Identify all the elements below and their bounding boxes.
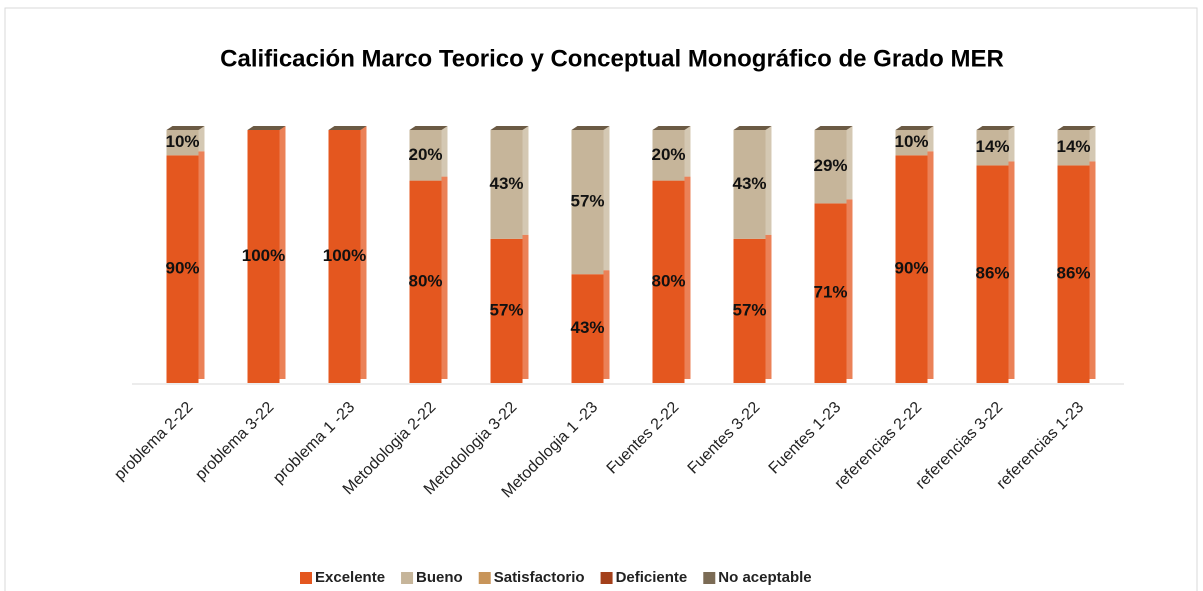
bar-segment: [409, 180, 442, 383]
bar-side: [846, 126, 853, 200]
bar-side: [198, 126, 205, 152]
data-label: 14%: [975, 137, 1009, 156]
bar-cap: [409, 126, 448, 130]
data-label: 43%: [732, 174, 766, 193]
data-label: 80%: [408, 271, 442, 290]
bar-side: [1008, 126, 1015, 162]
bar-side: [198, 151, 205, 379]
bar-segment: [247, 130, 280, 383]
bar-segment: [571, 274, 604, 383]
data-label: 29%: [813, 156, 847, 175]
bar-side: [441, 126, 448, 177]
bar-segment: [814, 130, 847, 204]
bar-segment: [976, 165, 1009, 383]
data-label: 86%: [975, 264, 1009, 283]
bar-side: [279, 126, 286, 379]
data-label: 57%: [732, 300, 766, 319]
bar-cap: [814, 126, 853, 130]
bar-side: [603, 270, 610, 379]
bar-segment: [1057, 165, 1090, 383]
bar-cap: [976, 126, 1015, 130]
bar-side: [522, 234, 529, 379]
bar-cap: [166, 126, 205, 130]
data-label: 10%: [894, 132, 928, 151]
bar-side: [765, 234, 772, 379]
bar-segment: [328, 130, 361, 383]
data-label: 10%: [165, 132, 199, 151]
bar-segment: [1057, 130, 1090, 166]
bar-side: [603, 126, 610, 271]
legend-swatch: [703, 572, 716, 584]
bar-cap: [895, 126, 934, 130]
bar-side: [360, 126, 367, 379]
bar-segment: [490, 130, 523, 239]
data-label: 20%: [651, 145, 685, 164]
data-label: 43%: [489, 174, 523, 193]
data-label: 20%: [408, 145, 442, 164]
bar-segment: [490, 238, 523, 383]
data-label: 57%: [489, 300, 523, 319]
bar-segment: [814, 203, 847, 383]
bar-segment: [652, 180, 685, 383]
bar-cap: [490, 126, 529, 130]
bar-segment: [895, 130, 928, 156]
bar-segment: [571, 130, 604, 275]
bar-side: [441, 176, 448, 379]
bar-side: [684, 176, 691, 379]
bar-cap: [652, 126, 691, 130]
bar-side: [927, 151, 934, 379]
bar-cap: [1057, 126, 1096, 130]
bar-side: [1089, 126, 1096, 162]
legend-swatch: [401, 572, 414, 584]
data-label: 90%: [894, 259, 928, 278]
bar-segment: [409, 130, 442, 181]
bar-segment: [166, 130, 199, 156]
bar-cap: [247, 126, 286, 130]
bar-segment: [733, 238, 766, 383]
bar-side: [846, 199, 853, 379]
data-label: 100%: [242, 246, 285, 265]
legend-label: No aceptable: [718, 569, 811, 586]
bar-segment: [895, 155, 928, 383]
data-label: 43%: [570, 318, 604, 337]
legend-swatch: [300, 572, 312, 584]
bar-segment: [652, 130, 685, 181]
bar-cap: [733, 126, 772, 130]
data-label: 100%: [323, 246, 366, 265]
bar-side: [765, 126, 772, 235]
data-label: 86%: [1056, 264, 1090, 283]
bar-side: [1089, 161, 1096, 379]
bar-cap: [571, 126, 610, 130]
data-label: 80%: [651, 271, 685, 290]
legend-swatch: [600, 572, 613, 584]
legend-swatch: [478, 572, 491, 584]
legend-label: Deficiente: [616, 569, 688, 586]
bar-side: [522, 126, 529, 235]
legend-label: Satisfactorio: [494, 569, 585, 586]
legend-label: Excelente: [315, 569, 385, 586]
bar-side: [927, 126, 934, 152]
bar-segment: [976, 130, 1009, 166]
bar-cap: [328, 126, 367, 130]
data-label: 14%: [1056, 137, 1090, 156]
legend-label: Bueno: [416, 569, 463, 586]
bar-side: [684, 126, 691, 177]
chart-title: Calificación Marco Teorico y Conceptual …: [220, 45, 1004, 72]
data-label: 90%: [165, 259, 199, 278]
data-label: 57%: [570, 192, 604, 211]
bar-segment: [733, 130, 766, 239]
data-label: 71%: [813, 283, 847, 302]
bar-side: [1008, 161, 1015, 379]
bar-segment: [166, 155, 199, 383]
